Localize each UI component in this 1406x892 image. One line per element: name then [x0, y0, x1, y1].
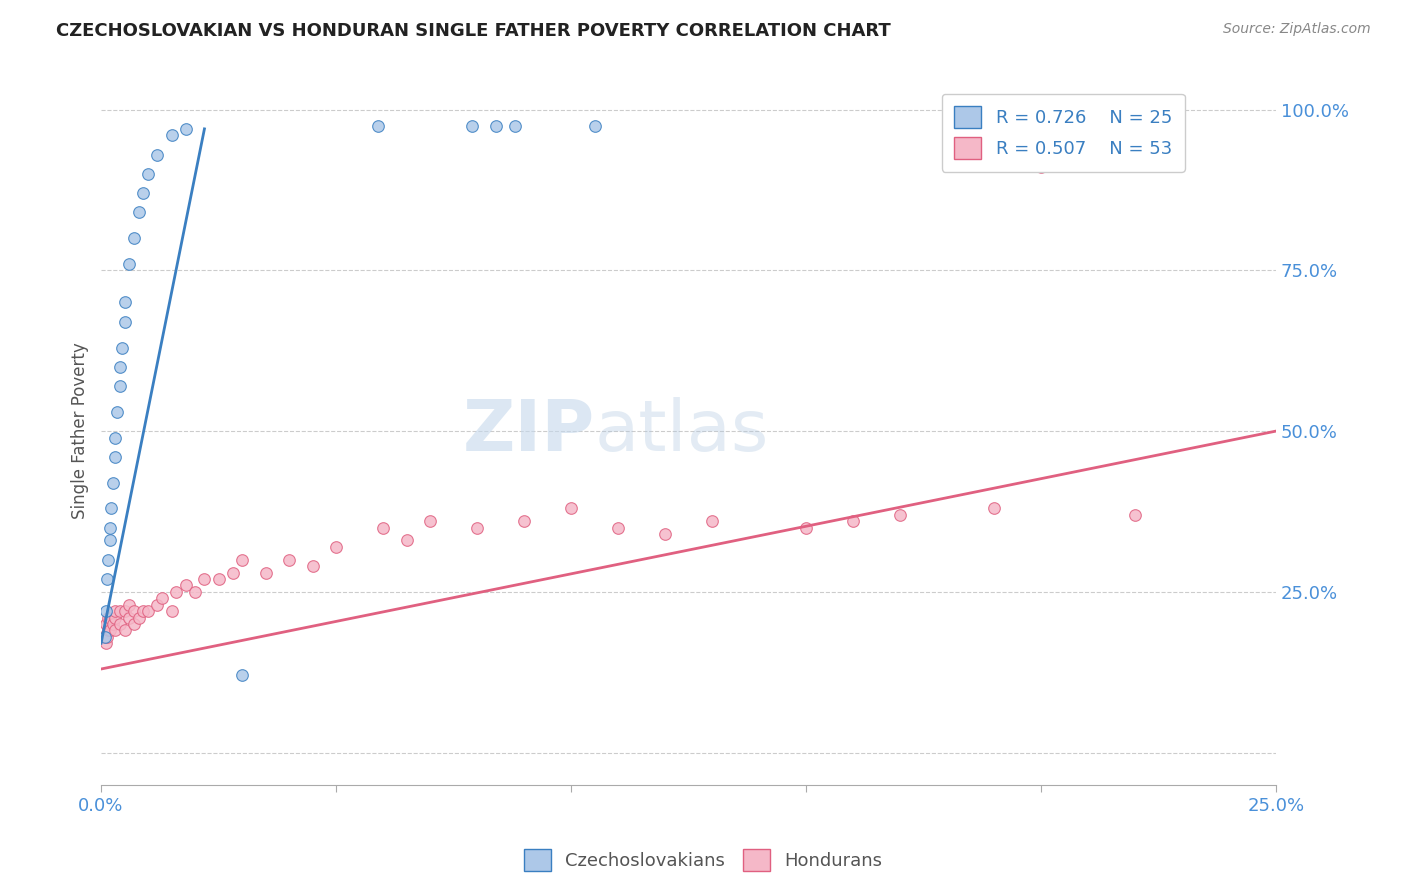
- Point: [503, 119, 526, 133]
- Point: [607, 520, 630, 534]
- Point: [193, 572, 215, 586]
- Point: [128, 610, 150, 624]
- Point: [100, 624, 122, 638]
- Point: [150, 591, 173, 606]
- Point: [842, 514, 865, 528]
- Point: [1029, 161, 1052, 175]
- Point: [104, 431, 127, 445]
- Point: [654, 527, 676, 541]
- Point: [101, 475, 124, 490]
- Point: [94, 630, 117, 644]
- Point: [118, 598, 141, 612]
- Point: [583, 119, 606, 133]
- Point: [111, 341, 134, 355]
- Point: [96, 630, 118, 644]
- Point: [94, 617, 117, 632]
- Point: [100, 610, 122, 624]
- Point: [118, 257, 141, 271]
- Point: [122, 617, 145, 632]
- Point: [97, 610, 120, 624]
- Point: [889, 508, 911, 522]
- Text: Source: ZipAtlas.com: Source: ZipAtlas.com: [1223, 22, 1371, 37]
- Point: [100, 520, 122, 534]
- Point: [560, 501, 582, 516]
- Point: [983, 501, 1005, 516]
- Point: [108, 359, 131, 374]
- Point: [207, 572, 229, 586]
- Point: [104, 610, 127, 624]
- Point: [94, 636, 117, 650]
- Point: [325, 540, 347, 554]
- Point: [107, 405, 129, 419]
- Point: [146, 147, 169, 161]
- Point: [98, 533, 121, 548]
- Point: [1123, 508, 1146, 522]
- Point: [100, 501, 122, 516]
- Point: [114, 604, 136, 618]
- Text: ZIP: ZIP: [463, 397, 595, 466]
- Y-axis label: Single Father Poverty: Single Father Poverty: [72, 343, 89, 519]
- Point: [96, 572, 118, 586]
- Point: [136, 167, 159, 181]
- Point: [367, 119, 389, 133]
- Point: [122, 604, 145, 618]
- Point: [794, 520, 817, 534]
- Point: [419, 514, 441, 528]
- Point: [371, 520, 394, 534]
- Point: [118, 610, 141, 624]
- Point: [114, 624, 136, 638]
- Point: [104, 604, 127, 618]
- Point: [146, 598, 169, 612]
- Point: [104, 624, 127, 638]
- Point: [174, 578, 197, 592]
- Point: [104, 450, 127, 464]
- Point: [132, 604, 155, 618]
- Text: atlas: atlas: [595, 397, 769, 466]
- Legend: R = 0.726    N = 25, R = 0.507    N = 53: R = 0.726 N = 25, R = 0.507 N = 53: [942, 94, 1185, 172]
- Point: [160, 604, 183, 618]
- Point: [93, 630, 115, 644]
- Point: [184, 585, 207, 599]
- Text: CZECHOSLOVAKIAN VS HONDURAN SINGLE FATHER POVERTY CORRELATION CHART: CZECHOSLOVAKIAN VS HONDURAN SINGLE FATHE…: [56, 22, 891, 40]
- Point: [231, 552, 253, 566]
- Point: [97, 624, 120, 638]
- Point: [700, 514, 723, 528]
- Point: [128, 205, 150, 219]
- Point: [461, 119, 484, 133]
- Point: [174, 121, 197, 136]
- Point: [513, 514, 536, 528]
- Point: [108, 604, 131, 618]
- Point: [114, 295, 136, 310]
- Point: [301, 559, 323, 574]
- Point: [221, 566, 243, 580]
- Point: [114, 315, 136, 329]
- Point: [165, 585, 187, 599]
- Point: [136, 604, 159, 618]
- Point: [278, 552, 301, 566]
- Point: [97, 552, 120, 566]
- Point: [465, 520, 488, 534]
- Point: [101, 617, 124, 632]
- Point: [231, 668, 253, 682]
- Point: [160, 128, 183, 143]
- Point: [122, 231, 145, 245]
- Point: [254, 566, 277, 580]
- Point: [132, 186, 155, 201]
- Point: [98, 617, 121, 632]
- Point: [108, 617, 131, 632]
- Point: [395, 533, 418, 548]
- Point: [485, 119, 508, 133]
- Point: [108, 379, 131, 393]
- Legend: Czechoslovakians, Hondurans: Czechoslovakians, Hondurans: [516, 842, 890, 879]
- Point: [94, 604, 117, 618]
